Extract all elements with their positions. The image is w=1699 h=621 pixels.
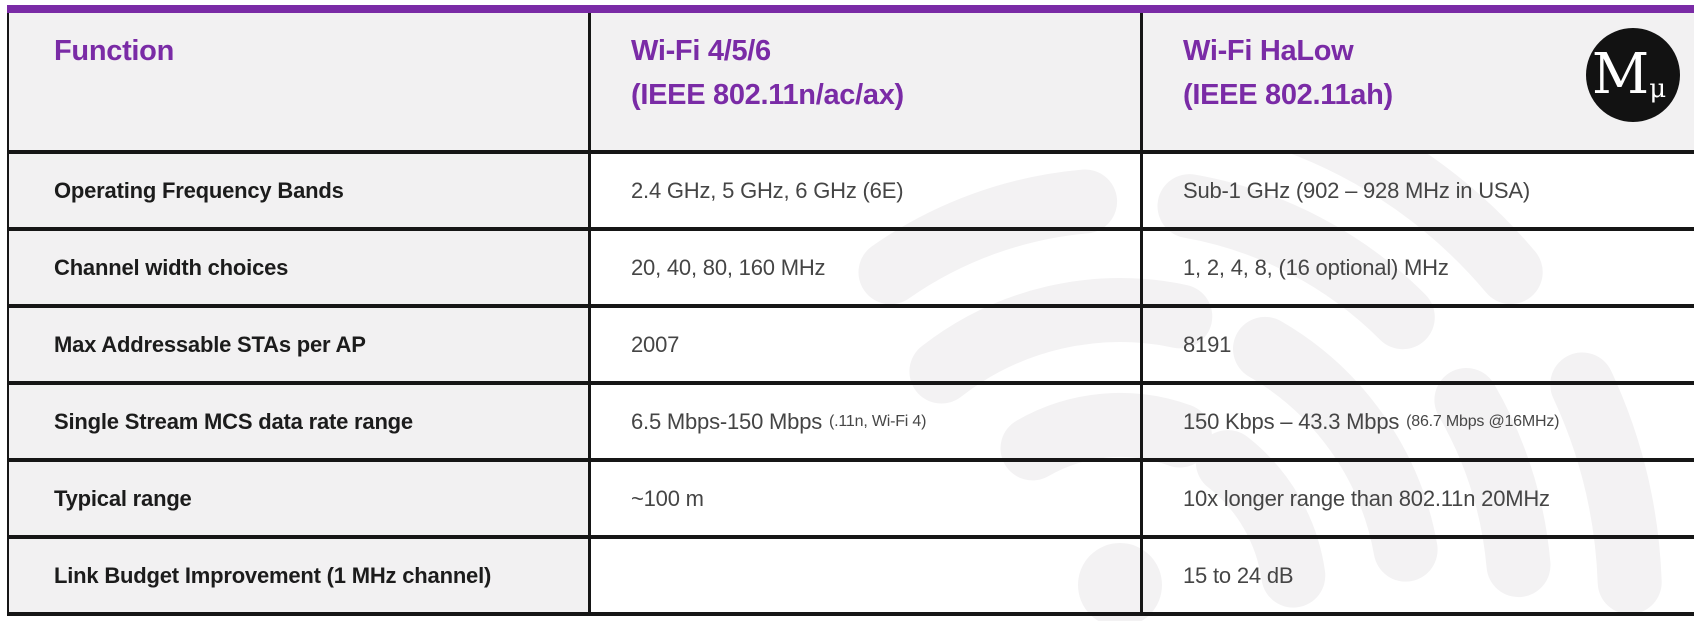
wifi456-value: ~100 m: [588, 462, 1140, 535]
halow-value: 10x longer range than 802.11n 20MHz: [1140, 462, 1694, 535]
purple-top-border: [7, 5, 1694, 13]
wifi456-value: 6.5 Mbps-150 Mbps (.11n, Wi-Fi 4): [588, 385, 1140, 458]
wifi456-value: 20, 40, 80, 160 MHz: [588, 231, 1140, 304]
wifi456-value: [588, 539, 1140, 612]
table-row: Operating Frequency Bands 2.4 GHz, 5 GHz…: [9, 150, 1694, 227]
halow-value: 150 Kbps – 43.3 Mbps (86.7 Mbps @16MHz): [1140, 385, 1694, 458]
header-wifi456: Wi-Fi 4/5/6 (IEEE 802.11n/ac/ax): [588, 13, 1140, 150]
table-row: Max Addressable STAs per AP 2007 8191: [9, 304, 1694, 381]
header-halow-label: Wi-Fi HaLow (IEEE 802.11ah): [1183, 35, 1393, 111]
halow-value: 1, 2, 4, 8, (16 optional) MHz: [1140, 231, 1694, 304]
halow-value: 15 to 24 dB: [1140, 539, 1694, 612]
wifi456-value: 2007: [588, 308, 1140, 381]
header-function: Function: [9, 13, 588, 150]
row-label: Max Addressable STAs per AP: [9, 308, 588, 381]
row-label: Typical range: [9, 462, 588, 535]
logo-subscript-mu: μ: [1649, 74, 1667, 104]
halow-value: 8191: [1140, 308, 1694, 381]
table-row: Typical range ~100 m 10x longer range th…: [9, 458, 1694, 535]
logo-letter-m: M: [1591, 42, 1650, 107]
header-function-label: Function: [54, 35, 175, 67]
mu-brand-logo: M μ: [1586, 28, 1680, 122]
table-row: Link Budget Improvement (1 MHz channel) …: [9, 535, 1694, 612]
table-row: Channel width choices 20, 40, 80, 160 MH…: [9, 227, 1694, 304]
row-label: Link Budget Improvement (1 MHz channel): [9, 539, 588, 612]
wifi-comparison-table: Function Wi-Fi 4/5/6 (IEEE 802.11n/ac/ax…: [7, 13, 1694, 616]
header-wifi456-label: Wi-Fi 4/5/6 (IEEE 802.11n/ac/ax): [631, 35, 904, 111]
table-header-row: Function Wi-Fi 4/5/6 (IEEE 802.11n/ac/ax…: [9, 13, 1694, 150]
row-label: Channel width choices: [9, 231, 588, 304]
wifi456-value: 2.4 GHz, 5 GHz, 6 GHz (6E): [588, 154, 1140, 227]
row-label: Single Stream MCS data rate range: [9, 385, 588, 458]
table-row: Single Stream MCS data rate range 6.5 Mb…: [9, 381, 1694, 458]
halow-value: Sub-1 GHz (902 – 928 MHz in USA): [1140, 154, 1694, 227]
row-label: Operating Frequency Bands: [9, 154, 588, 227]
